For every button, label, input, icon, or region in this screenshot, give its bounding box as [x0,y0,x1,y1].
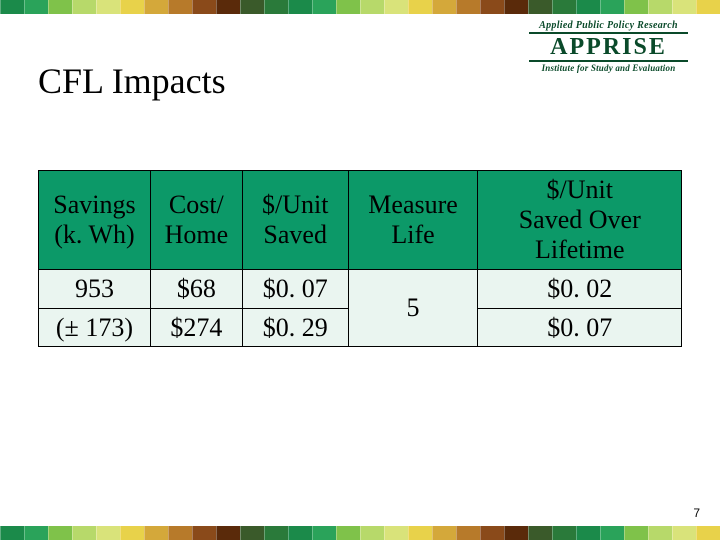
table-row: 953 $68 $0. 07 5 $0. 02 [39,269,682,308]
col-header-cost: Cost/Home [150,171,242,270]
border-segment [456,0,480,14]
border-segment [336,0,360,14]
border-segment [432,0,456,14]
logo-top-arc: Applied Public Policy Research [521,20,696,31]
decorative-top-border [0,0,720,14]
logo-line-bottom [529,60,688,62]
impacts-table: Savings(k. Wh) Cost/Home $/UnitSaved Mea… [38,170,682,347]
border-segment [0,526,24,540]
border-segment [672,0,696,14]
border-segment [0,0,24,14]
border-segment [168,0,192,14]
border-segment [48,526,72,540]
border-segment [408,526,432,540]
apprise-logo: Applied Public Policy Research APPRISE I… [521,20,696,73]
border-segment [456,526,480,540]
border-segment [120,526,144,540]
cell-savings-1: (± 173) [39,308,151,347]
border-segment [696,0,720,14]
border-segment [624,0,648,14]
border-segment [96,526,120,540]
border-segment [384,0,408,14]
border-segment [528,0,552,14]
border-segment [48,0,72,14]
border-segment [144,526,168,540]
border-segment [24,526,48,540]
border-segment [600,0,624,14]
border-segment [552,526,576,540]
border-segment [552,0,576,14]
border-segment [168,526,192,540]
border-segment [192,0,216,14]
border-segment [312,0,336,14]
border-segment [624,526,648,540]
border-segment [648,0,672,14]
border-segment [216,0,240,14]
decorative-bottom-border [0,526,720,540]
border-segment [504,0,528,14]
table-header-row: Savings(k. Wh) Cost/Home $/UnitSaved Mea… [39,171,682,270]
cell-lifetime-1: $0. 07 [478,308,682,347]
border-segment [120,0,144,14]
col-header-savings: Savings(k. Wh) [39,171,151,270]
border-segment [264,526,288,540]
col-header-unit-saved: $/UnitSaved [242,171,348,270]
border-segment [240,0,264,14]
page-title: CFL Impacts [38,60,226,102]
border-segment [648,526,672,540]
border-segment [240,526,264,540]
border-segment [480,0,504,14]
border-segment [288,0,312,14]
border-segment [312,526,336,540]
cell-savings-0: 953 [39,269,151,308]
border-segment [480,526,504,540]
border-segment [360,526,384,540]
border-segment [384,526,408,540]
page-number: 7 [693,506,700,520]
border-segment [576,526,600,540]
border-segment [72,526,96,540]
logo-bottom-arc: Institute for Study and Evaluation [521,63,696,73]
border-segment [432,526,456,540]
border-segment [96,0,120,14]
border-segment [24,0,48,14]
border-segment [672,526,696,540]
cell-cost-0: $68 [150,269,242,308]
col-header-measure-life: MeasureLife [348,171,478,270]
cell-cost-1: $274 [150,308,242,347]
cell-lifetime-0: $0. 02 [478,269,682,308]
border-segment [408,0,432,14]
cell-unit-1: $0. 29 [242,308,348,347]
logo-main-text: APPRISE [521,35,696,59]
border-segment [696,526,720,540]
border-segment [216,526,240,540]
border-segment [288,526,312,540]
border-segment [576,0,600,14]
border-segment [360,0,384,14]
border-segment [192,526,216,540]
border-segment [264,0,288,14]
cell-measure-life: 5 [348,269,478,347]
border-segment [600,526,624,540]
border-segment [336,526,360,540]
border-segment [72,0,96,14]
border-segment [528,526,552,540]
cell-unit-0: $0. 07 [242,269,348,308]
border-segment [144,0,168,14]
border-segment [504,526,528,540]
col-header-lifetime: $/UnitSaved OverLifetime [478,171,682,270]
